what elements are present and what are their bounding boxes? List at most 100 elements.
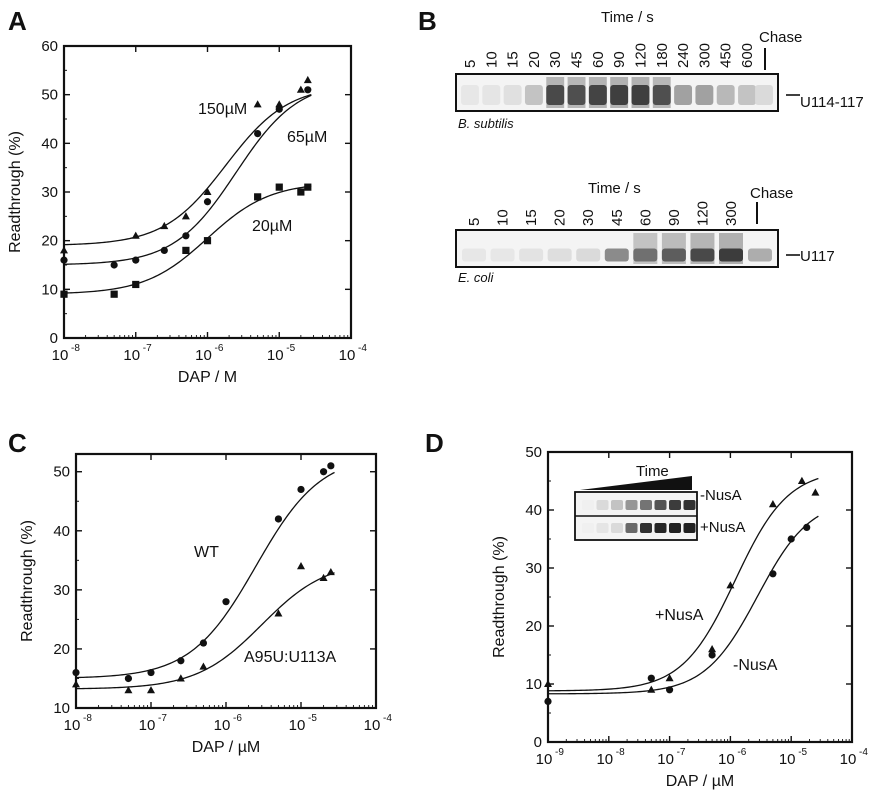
y-tick-label: 30 <box>41 184 58 201</box>
data-point <box>203 198 212 206</box>
gel-smear <box>546 77 565 108</box>
y-tick-label: 20 <box>525 618 542 635</box>
y-axis-title: Readthrough (%) <box>19 520 36 642</box>
gel-band <box>719 248 743 262</box>
series-label-minus-nusa: -NusA <box>733 657 778 674</box>
gel-smear <box>690 233 715 264</box>
gel-lane-label: 10 <box>483 51 500 68</box>
gel-band-label-bsub: U114-117 <box>800 94 864 111</box>
gel-lane-label: 60 <box>590 51 607 68</box>
y-tick-label: 30 <box>53 582 70 599</box>
data-point <box>199 662 208 670</box>
inset-band <box>640 500 652 510</box>
x-tick-exponent: -5 <box>798 747 807 758</box>
gel-lane-label: 5 <box>466 218 483 226</box>
gel-lane-label: 300 <box>723 201 740 226</box>
x-tick-label: 10 <box>364 717 381 734</box>
data-point <box>708 645 717 653</box>
data-point <box>160 246 168 254</box>
gel-band <box>567 85 586 105</box>
y-tick-label: 10 <box>53 700 70 717</box>
gel-smear <box>588 77 607 108</box>
gel-chase-label-bsub: Chase <box>759 29 802 46</box>
inset-band <box>625 500 638 510</box>
gel-band <box>547 248 572 262</box>
gel-band <box>482 85 501 105</box>
data-point <box>647 685 656 693</box>
x-tick-exponent: -7 <box>158 713 167 724</box>
gel-band <box>633 248 658 262</box>
gel-b-subtilis: Time / s Chase U114-117 B. subtilis 5 10 1… <box>455 9 864 131</box>
data-point <box>726 581 735 589</box>
gel-band <box>503 85 522 105</box>
x-tick-label: 10 <box>339 347 356 364</box>
x-tick-label: 10 <box>64 717 81 734</box>
data-point <box>60 256 68 264</box>
fit-curve-0 <box>547 477 819 692</box>
data-point <box>203 237 212 245</box>
data-point <box>769 570 777 578</box>
gel-smear <box>633 233 658 264</box>
gel-lane-label: 240 <box>675 43 692 68</box>
data-point <box>160 221 169 230</box>
x-tick-exponent: -8 <box>83 713 92 724</box>
data-point <box>176 674 185 682</box>
gel-chase-band <box>755 85 773 105</box>
x-tick-label: 10 <box>840 751 857 768</box>
inset-band <box>611 500 623 510</box>
data-point <box>811 488 820 496</box>
x-tick-label: 10 <box>536 751 553 768</box>
time-wedge-icon <box>580 476 692 490</box>
x-tick-exponent: -8 <box>71 343 80 354</box>
data-point <box>326 567 335 576</box>
data-point <box>665 674 674 682</box>
gel-time-header-bsub: Time / s <box>601 9 654 26</box>
gel-band <box>690 248 715 262</box>
gel-band <box>524 85 543 105</box>
y-tick-label: 20 <box>53 641 70 658</box>
gel-lane-label: 5 <box>462 60 479 68</box>
gel-frame <box>455 73 779 112</box>
y-tick-label: 40 <box>53 523 70 540</box>
y-tick-label: 30 <box>525 560 542 577</box>
data-point <box>544 697 552 706</box>
gel-lane-label: 45 <box>569 51 586 68</box>
inset-gel-frame <box>574 491 698 541</box>
y-tick-label: 50 <box>41 87 58 104</box>
data-point <box>296 85 305 93</box>
data-point <box>110 261 118 269</box>
inset-time-label: Time <box>636 463 669 480</box>
data-point <box>787 535 795 543</box>
x-tick-label: 10 <box>779 751 796 768</box>
gel-band <box>695 85 714 105</box>
x-tick-exponent: -7 <box>143 343 152 354</box>
inset-band <box>611 523 623 533</box>
x-axis-title: DAP / µM <box>666 773 735 790</box>
panel-letter-d: D <box>425 428 444 458</box>
gel-time-header-ecoli: Time / s <box>588 180 641 197</box>
data-point <box>304 86 312 94</box>
data-point <box>222 598 230 606</box>
inset-band <box>669 500 681 510</box>
gel-band <box>610 85 629 105</box>
y-tick-label: 60 <box>41 38 58 55</box>
inset-band <box>640 523 652 533</box>
data-point <box>274 515 283 523</box>
data-point <box>199 639 208 647</box>
data-point <box>708 651 716 659</box>
y-tick-label: 50 <box>53 464 70 481</box>
data-point <box>177 657 185 665</box>
x-tick-label: 10 <box>289 717 306 734</box>
x-tick-exponent: -4 <box>383 713 392 724</box>
series-label-plus-nusa: +NusA <box>655 607 704 624</box>
gel-lane-label: 120 <box>632 43 649 68</box>
gel-smear <box>610 77 629 108</box>
gel-smear <box>661 233 686 264</box>
gel-band <box>546 85 565 105</box>
gel-band <box>462 248 486 262</box>
inset-row-label-plus-nusa: +NusA <box>700 519 745 536</box>
